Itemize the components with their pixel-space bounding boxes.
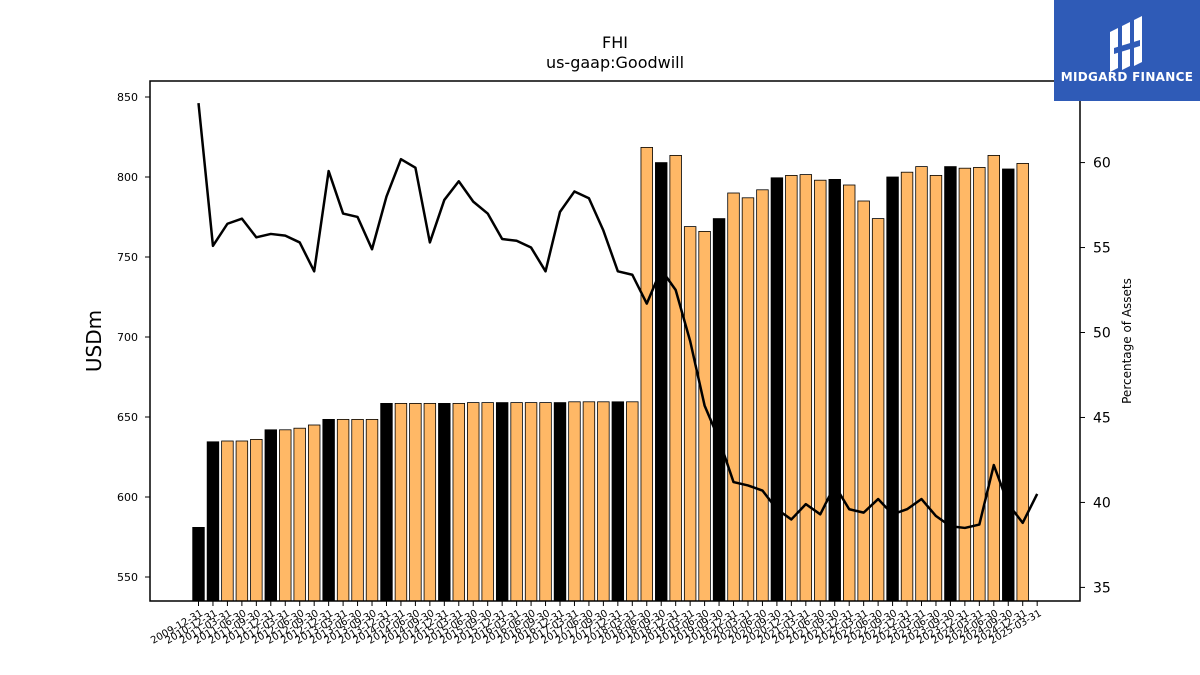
bar xyxy=(886,176,899,602)
bar xyxy=(322,418,335,602)
logo-mark-icon xyxy=(1110,16,1142,72)
bar xyxy=(871,218,885,602)
y-right-tick-label: 50 xyxy=(1093,326,1111,342)
y-axis-label: USDm xyxy=(82,310,106,372)
midgard-logo: MIDGARD FINANCE xyxy=(1054,0,1200,101)
bar xyxy=(365,418,379,602)
y-tick-label: 600 xyxy=(117,491,138,504)
bar xyxy=(568,401,581,602)
bar xyxy=(683,226,697,602)
bar xyxy=(438,402,451,602)
bar xyxy=(857,200,870,602)
bar xyxy=(1016,162,1029,602)
bar xyxy=(380,402,393,602)
bar xyxy=(1002,168,1015,602)
y-axis-left: 550 600 650 700 750 800 850 xyxy=(117,91,150,584)
bar xyxy=(915,166,928,602)
bar xyxy=(495,402,509,602)
bar xyxy=(221,440,234,602)
bar xyxy=(510,402,523,602)
bar xyxy=(843,184,856,602)
bar xyxy=(958,167,972,602)
bar xyxy=(727,192,740,602)
bar xyxy=(973,166,986,602)
bar xyxy=(423,402,437,602)
bar xyxy=(524,402,538,602)
bar xyxy=(712,218,726,602)
bar-series xyxy=(192,146,1029,602)
bar xyxy=(785,174,798,602)
bar xyxy=(582,401,596,602)
bar xyxy=(264,429,278,602)
bar xyxy=(799,174,813,602)
bar xyxy=(828,178,841,602)
bar xyxy=(640,146,653,602)
bar xyxy=(307,424,321,602)
y-axis-right-label: Percentage of Assets xyxy=(1120,278,1134,404)
bar xyxy=(814,179,827,602)
chart-subtitle: us-gaap:Goodwill xyxy=(546,53,684,72)
y-right-tick-label: 35 xyxy=(1093,580,1111,596)
logo-text: MIDGARD FINANCE xyxy=(1061,70,1193,84)
bar xyxy=(741,197,755,602)
y-right-tick-label: 45 xyxy=(1093,410,1111,426)
y-tick-label: 700 xyxy=(117,331,138,344)
bar xyxy=(756,189,769,602)
bar xyxy=(611,401,625,602)
line-path xyxy=(197,102,1039,530)
bar xyxy=(481,402,494,602)
bar xyxy=(900,171,914,602)
bar xyxy=(669,154,682,602)
bar xyxy=(770,177,784,602)
y-tick-label: 650 xyxy=(117,411,138,424)
y-tick-label: 850 xyxy=(117,91,138,104)
bar xyxy=(235,440,249,602)
bar xyxy=(293,427,306,602)
y-right-tick-label: 60 xyxy=(1093,156,1111,172)
y-right-tick-label: 55 xyxy=(1093,241,1111,257)
bar xyxy=(929,174,943,602)
bar xyxy=(279,429,292,602)
y-axis-right: 35 40 45 50 55 60 xyxy=(1080,156,1111,596)
y-tick-label: 800 xyxy=(117,171,138,184)
bar xyxy=(452,402,465,602)
bar xyxy=(409,402,422,602)
plot-frame xyxy=(149,80,1081,602)
bar xyxy=(655,162,668,602)
bar xyxy=(192,527,205,602)
bar xyxy=(597,401,610,602)
bar xyxy=(206,441,220,602)
bar xyxy=(250,438,263,602)
bar xyxy=(539,402,552,602)
bar xyxy=(944,166,957,602)
bar xyxy=(351,418,364,602)
bar xyxy=(467,402,480,602)
y-right-tick-label: 40 xyxy=(1093,495,1111,511)
bar xyxy=(394,402,408,602)
y-tick-label: 750 xyxy=(117,251,138,264)
x-axis: 2009-12-312010-12-312011-03-312011-06-30… xyxy=(149,601,1044,647)
chart-title: FHI xyxy=(602,33,628,52)
y-tick-label: 550 xyxy=(117,571,138,584)
bar xyxy=(336,418,350,602)
bar xyxy=(626,401,639,602)
line-series xyxy=(197,102,1039,530)
bar xyxy=(987,154,1001,602)
bar xyxy=(553,402,567,602)
